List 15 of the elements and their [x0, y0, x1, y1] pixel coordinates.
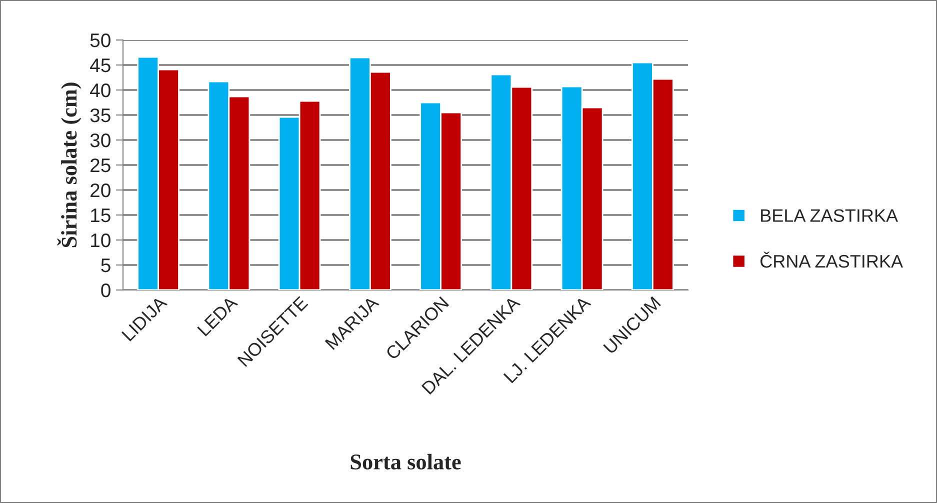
y-axis-title: Širina solate (cm) — [57, 82, 82, 248]
y-tick-label: 0 — [101, 283, 110, 298]
y-tick-label: 5 — [101, 258, 110, 272]
y-tick-label: 50 — [90, 33, 110, 48]
legend-label: ČRNA ZASTIRKA — [760, 252, 904, 268]
legend-label: BELA ZASTIRKA — [761, 209, 898, 222]
y-tick-label: 20 — [90, 183, 110, 198]
y-tick-label: 10 — [91, 233, 110, 248]
y-tick-label: 40 — [90, 83, 110, 98]
y-tick-label: 45 — [90, 58, 110, 72]
y-tick-label: 30 — [90, 133, 110, 148]
y-tick-label: 25 — [90, 158, 110, 172]
y-tick-label: 15 — [91, 208, 110, 222]
x-axis-title: Sorta solate — [350, 454, 461, 470]
y-tick-label: 35 — [90, 108, 110, 122]
